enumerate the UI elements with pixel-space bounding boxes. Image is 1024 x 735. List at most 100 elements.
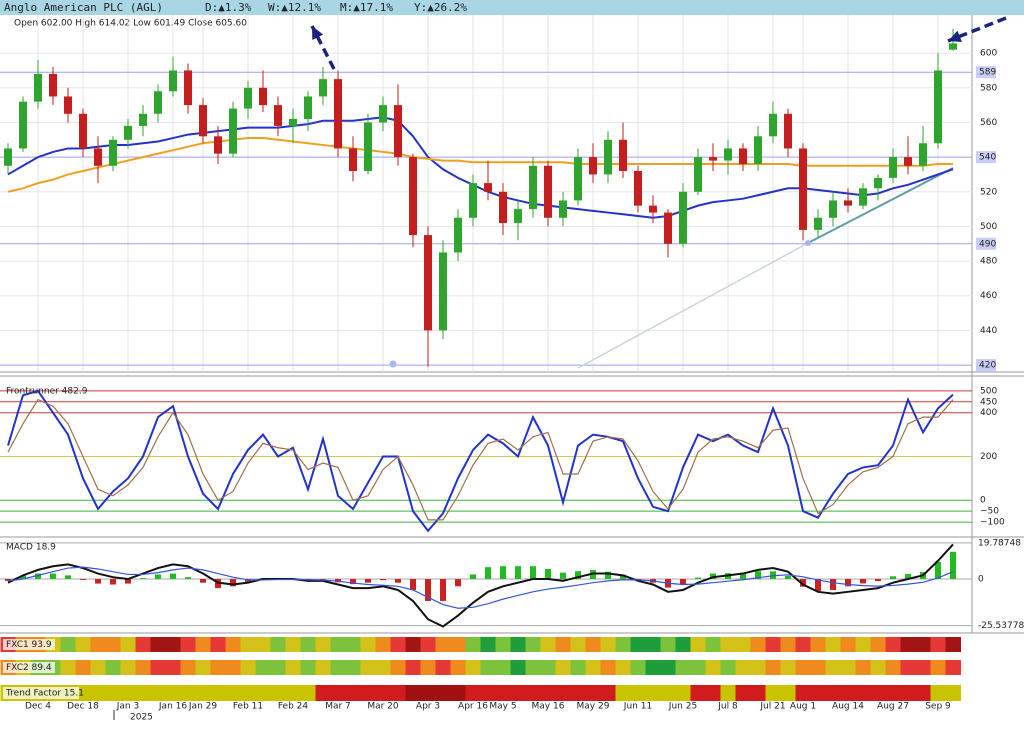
histogram-bar — [140, 578, 146, 580]
candle-body — [454, 217, 462, 253]
heat-cell — [705, 685, 721, 701]
histogram-bar — [230, 579, 236, 587]
histogram-bar — [680, 579, 686, 585]
heat-cell — [795, 637, 811, 652]
heat-cell — [570, 637, 586, 652]
histogram-bar — [425, 579, 431, 601]
heat-cell — [120, 685, 136, 701]
heat-cell — [375, 685, 391, 701]
change: Y:▲26.2% — [414, 1, 467, 14]
histogram-bar — [935, 561, 941, 580]
candle-body — [259, 87, 267, 106]
candle-body — [154, 91, 162, 114]
candle-body — [379, 105, 387, 123]
indicator-line — [7, 398, 954, 521]
heat-cell — [645, 660, 661, 675]
histogram-bar — [545, 568, 551, 580]
heat-cell — [240, 660, 256, 675]
heat-cell — [360, 660, 376, 675]
candle-body — [34, 73, 42, 102]
candle-body — [94, 148, 102, 166]
heat-cell — [120, 637, 136, 652]
heat-cell — [165, 660, 181, 675]
histogram-bar — [185, 577, 191, 580]
candle-body — [859, 188, 867, 206]
heat-cell — [870, 637, 886, 652]
histogram-bar — [455, 579, 461, 587]
heat-cell — [750, 637, 766, 652]
heat-cell — [300, 685, 316, 701]
candle-body — [274, 105, 282, 126]
x-tick-label: Feb 11 — [233, 702, 263, 712]
histogram-bar — [170, 573, 176, 580]
candle-body — [394, 105, 402, 158]
heat-cell — [750, 660, 766, 675]
heat-cell — [435, 637, 451, 652]
indicator-line — [7, 116, 954, 219]
heat-cell — [150, 637, 166, 652]
heat-cell — [810, 637, 826, 652]
histogram-bar — [350, 579, 356, 585]
arrow-head — [948, 30, 962, 43]
histogram-bar — [65, 575, 71, 580]
candle-body — [364, 122, 372, 171]
candle-body — [409, 157, 417, 236]
heat-cell — [660, 660, 676, 675]
arrow-head — [312, 26, 324, 40]
heat-cell — [180, 685, 196, 701]
histogram-bar — [80, 579, 86, 580]
heat-cell — [735, 685, 751, 701]
heat-cell — [240, 685, 256, 701]
candle-body — [604, 139, 612, 175]
heat-cell — [495, 637, 511, 652]
histogram-bar — [560, 572, 566, 580]
heat-cell — [345, 637, 361, 652]
histogram-bar — [695, 577, 701, 580]
candle-body — [754, 136, 762, 165]
heat-cell — [720, 660, 736, 675]
heat-cell — [585, 660, 601, 675]
heat-cell — [135, 637, 151, 652]
y-tick-label: 200 — [980, 452, 997, 462]
heat-cell — [930, 660, 946, 675]
heat-cell — [630, 685, 646, 701]
ohlc-info: Open 602.00 High 614.02 Low 601.49 Close… — [14, 19, 247, 29]
heat-cell — [360, 637, 376, 652]
heat-cell — [840, 637, 856, 652]
heat-cell — [600, 637, 616, 652]
heat-cell — [90, 660, 106, 675]
heat-cell — [615, 660, 631, 675]
heat-cell — [765, 637, 781, 652]
histogram-bar — [200, 579, 206, 583]
heat-cell — [240, 637, 256, 652]
x-tick-label: Jan 29 — [188, 702, 217, 712]
candle-body — [814, 217, 822, 230]
candle-body — [19, 101, 27, 149]
candle-body — [709, 157, 717, 161]
heat-cell — [195, 637, 211, 652]
heat-cell — [765, 685, 781, 701]
header-bar — [0, 0, 1024, 15]
heat-cell — [705, 637, 721, 652]
heat-cell — [270, 637, 286, 652]
candle-body — [64, 96, 72, 114]
x-tick-label: Jun 25 — [668, 702, 697, 712]
y-tick-label: 500 — [980, 222, 997, 232]
y-tick-label: 0 — [980, 496, 986, 506]
level-label: 540 — [979, 153, 996, 163]
x-tick-label: Aug 27 — [877, 702, 909, 712]
heat-cell — [885, 685, 901, 701]
heat-cell — [255, 637, 271, 652]
change: W:▲12.1% — [268, 1, 321, 14]
heat-cell — [390, 637, 406, 652]
histogram-bar — [5, 579, 11, 581]
histogram-bar — [845, 579, 851, 587]
heat-cell — [330, 637, 346, 652]
histogram-bar — [740, 572, 746, 580]
heat-cell — [315, 660, 331, 675]
heat-cell — [495, 660, 511, 675]
trend-marker — [805, 240, 811, 246]
heat-cell — [585, 637, 601, 652]
heat-cell — [855, 637, 871, 652]
